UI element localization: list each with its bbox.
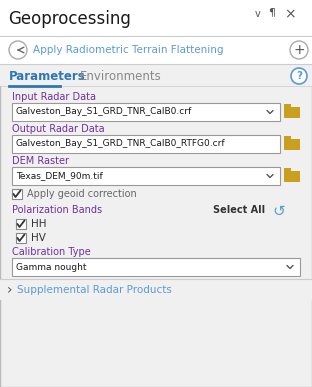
Text: Select All: Select All bbox=[213, 205, 265, 215]
FancyBboxPatch shape bbox=[16, 233, 26, 243]
FancyBboxPatch shape bbox=[284, 168, 291, 172]
Text: Input Radar Data: Input Radar Data bbox=[12, 92, 96, 102]
Text: ›: › bbox=[7, 283, 12, 297]
Circle shape bbox=[290, 41, 308, 59]
Text: Apply Radiometric Terrain Flattening: Apply Radiometric Terrain Flattening bbox=[33, 45, 223, 55]
FancyBboxPatch shape bbox=[0, 36, 312, 64]
FancyBboxPatch shape bbox=[12, 135, 280, 153]
FancyBboxPatch shape bbox=[12, 189, 22, 199]
Text: Calibration Type: Calibration Type bbox=[12, 247, 91, 257]
Text: Supplemental Radar Products: Supplemental Radar Products bbox=[17, 285, 172, 295]
FancyBboxPatch shape bbox=[284, 171, 300, 182]
FancyBboxPatch shape bbox=[12, 258, 300, 276]
Text: Galveston_Bay_S1_GRD_TNR_CalB0_RTFG0.crf: Galveston_Bay_S1_GRD_TNR_CalB0_RTFG0.crf bbox=[16, 139, 226, 149]
FancyBboxPatch shape bbox=[0, 0, 312, 36]
FancyBboxPatch shape bbox=[284, 139, 300, 150]
Text: Environments: Environments bbox=[80, 70, 162, 84]
Text: Parameters: Parameters bbox=[9, 70, 86, 84]
Text: Gamma nought: Gamma nought bbox=[16, 262, 86, 272]
Text: Texas_DEM_90m.tif: Texas_DEM_90m.tif bbox=[16, 171, 103, 180]
Circle shape bbox=[291, 68, 307, 84]
FancyBboxPatch shape bbox=[12, 103, 280, 121]
FancyBboxPatch shape bbox=[0, 280, 312, 300]
Text: Output Radar Data: Output Radar Data bbox=[12, 124, 105, 134]
Text: ×: × bbox=[284, 7, 296, 21]
Text: DEM Raster: DEM Raster bbox=[12, 156, 69, 166]
Text: HV: HV bbox=[31, 233, 46, 243]
Text: Polarization Bands: Polarization Bands bbox=[12, 205, 102, 215]
FancyBboxPatch shape bbox=[12, 167, 280, 185]
Text: ↺: ↺ bbox=[272, 204, 285, 219]
Text: HH: HH bbox=[31, 219, 46, 229]
FancyBboxPatch shape bbox=[0, 64, 312, 86]
Text: Apply geoid correction: Apply geoid correction bbox=[27, 189, 137, 199]
Text: Geoprocessing: Geoprocessing bbox=[8, 10, 131, 28]
Text: v: v bbox=[255, 9, 261, 19]
FancyBboxPatch shape bbox=[284, 107, 300, 118]
Text: Galveston_Bay_S1_GRD_TNR_CalB0.crf: Galveston_Bay_S1_GRD_TNR_CalB0.crf bbox=[16, 108, 192, 116]
FancyBboxPatch shape bbox=[284, 136, 291, 140]
Text: ¶: ¶ bbox=[268, 7, 275, 17]
FancyBboxPatch shape bbox=[16, 219, 26, 229]
Text: +: + bbox=[293, 43, 305, 57]
Circle shape bbox=[9, 41, 27, 59]
FancyBboxPatch shape bbox=[284, 104, 291, 108]
Text: ?: ? bbox=[296, 71, 302, 81]
